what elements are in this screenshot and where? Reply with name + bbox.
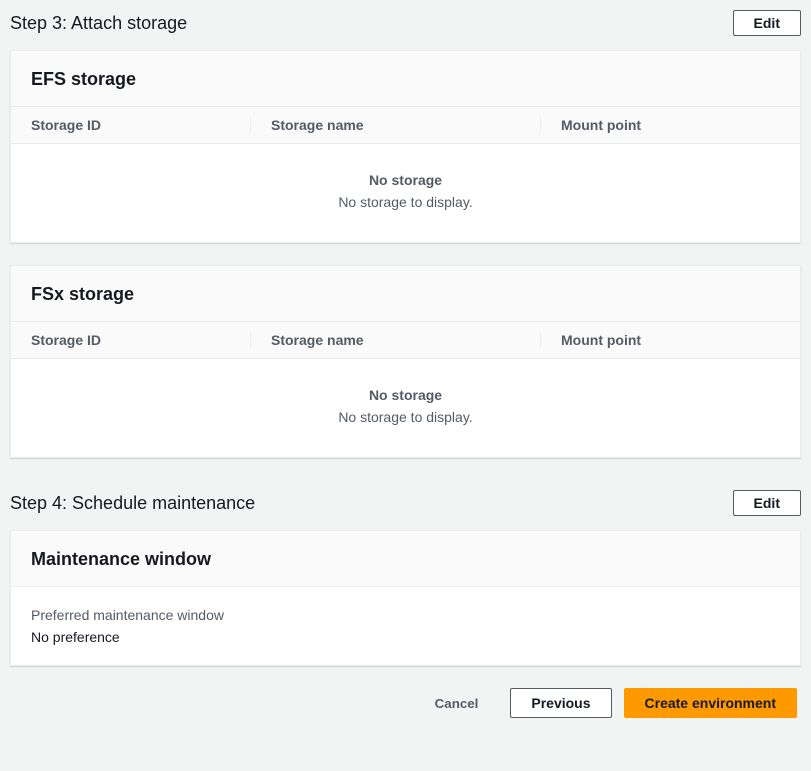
efs-empty-title: No storage xyxy=(31,172,780,188)
fsx-card-title: FSx storage xyxy=(31,284,780,305)
efs-col-storage-id: Storage ID xyxy=(31,117,271,133)
step3-edit-button[interactable]: Edit xyxy=(733,10,801,36)
efs-col-mount-point: Mount point xyxy=(561,117,780,133)
fsx-empty-title: No storage xyxy=(31,387,780,403)
wizard-footer: Cancel Previous Create environment xyxy=(10,688,801,718)
fsx-col-storage-name: Storage name xyxy=(271,332,561,348)
step3-header: Step 3: Attach storage Edit xyxy=(10,10,801,36)
maintenance-card-title: Maintenance window xyxy=(31,549,780,570)
step4-edit-button[interactable]: Edit xyxy=(733,490,801,516)
cancel-button[interactable]: Cancel xyxy=(415,690,499,717)
fsx-storage-card: FSx storage Storage ID Storage name Moun… xyxy=(10,265,801,458)
fsx-card-header: FSx storage xyxy=(11,266,800,322)
efs-col-storage-name: Storage name xyxy=(271,117,561,133)
efs-table-header: Storage ID Storage name Mount point xyxy=(11,107,800,144)
maintenance-card-header: Maintenance window xyxy=(11,531,800,587)
fsx-empty-state: No storage No storage to display. xyxy=(11,359,800,457)
maintenance-card: Maintenance window Preferred maintenance… xyxy=(10,530,801,666)
fsx-col-storage-id: Storage ID xyxy=(31,332,271,348)
previous-button[interactable]: Previous xyxy=(510,688,611,718)
fsx-table-header: Storage ID Storage name Mount point xyxy=(11,322,800,359)
step4-title: Step 4: Schedule maintenance xyxy=(10,493,255,514)
efs-storage-card: EFS storage Storage ID Storage name Moun… xyxy=(10,50,801,243)
efs-empty-state: No storage No storage to display. xyxy=(11,144,800,242)
fsx-empty-subtitle: No storage to display. xyxy=(31,409,780,425)
efs-empty-subtitle: No storage to display. xyxy=(31,194,780,210)
maintenance-field-value: No preference xyxy=(31,629,780,645)
maintenance-field-label: Preferred maintenance window xyxy=(31,607,780,623)
create-environment-button[interactable]: Create environment xyxy=(624,688,797,718)
step3-title: Step 3: Attach storage xyxy=(10,13,187,34)
step4-header: Step 4: Schedule maintenance Edit xyxy=(10,490,801,516)
fsx-col-mount-point: Mount point xyxy=(561,332,780,348)
maintenance-body: Preferred maintenance window No preferen… xyxy=(11,587,800,665)
efs-card-header: EFS storage xyxy=(11,51,800,107)
efs-card-title: EFS storage xyxy=(31,69,780,90)
